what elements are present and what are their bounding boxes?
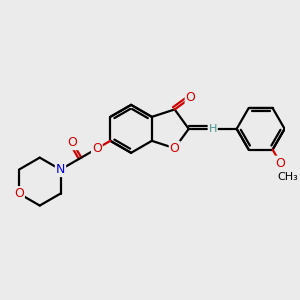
Text: H: H <box>208 124 217 134</box>
Text: O: O <box>275 157 285 169</box>
Text: N: N <box>56 163 65 176</box>
Text: CH₃: CH₃ <box>278 172 298 182</box>
Text: O: O <box>14 187 24 200</box>
Text: O: O <box>68 136 78 149</box>
Text: O: O <box>186 92 196 104</box>
Text: O: O <box>92 142 102 155</box>
Text: O: O <box>170 142 180 155</box>
